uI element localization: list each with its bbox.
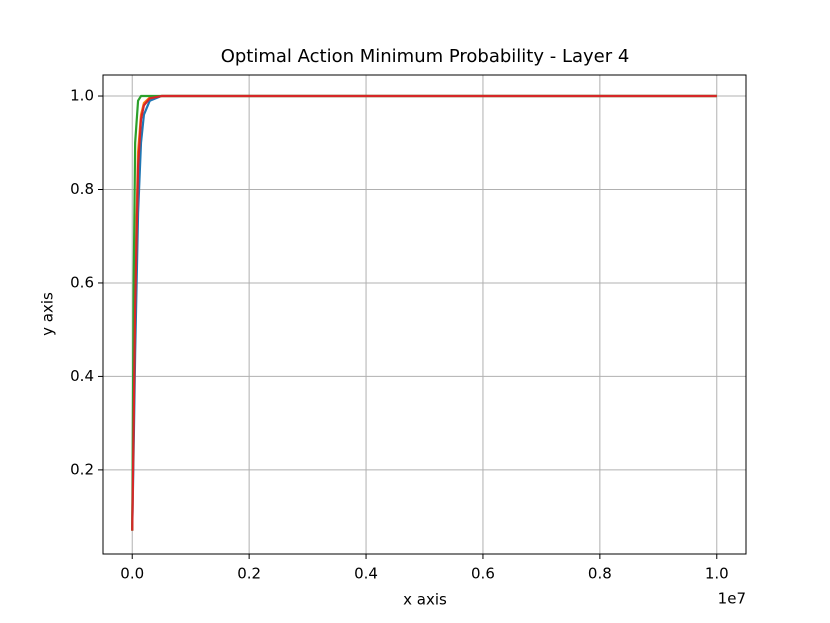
y-tick-label: 0.4	[70, 367, 94, 385]
data-line	[131, 94, 717, 531]
x-tick-label: 0.8	[588, 565, 612, 583]
chart-title: Optimal Action Minimum Probability - Lay…	[221, 46, 630, 67]
y-tick-label: 0.8	[70, 180, 94, 198]
y-tick-label: 0.2	[70, 460, 94, 478]
x-offset-label: 1e7	[718, 590, 746, 608]
plot-frame	[102, 74, 747, 555]
x-tick-label: 1.0	[705, 565, 729, 583]
x-tick-label: 0.2	[237, 565, 261, 583]
y-tick-label: 1.0	[70, 87, 94, 105]
y-axis-label: y axis	[39, 292, 57, 336]
x-axis-label: x axis	[403, 591, 447, 609]
data-line	[131, 94, 717, 531]
x-tick-label: 0.6	[471, 565, 495, 583]
data-line	[131, 94, 717, 531]
data-line	[131, 94, 717, 531]
x-tick-label: 0.4	[354, 565, 378, 583]
y-tick-label: 0.6	[70, 273, 94, 291]
x-tick-label: 0.0	[120, 565, 144, 583]
